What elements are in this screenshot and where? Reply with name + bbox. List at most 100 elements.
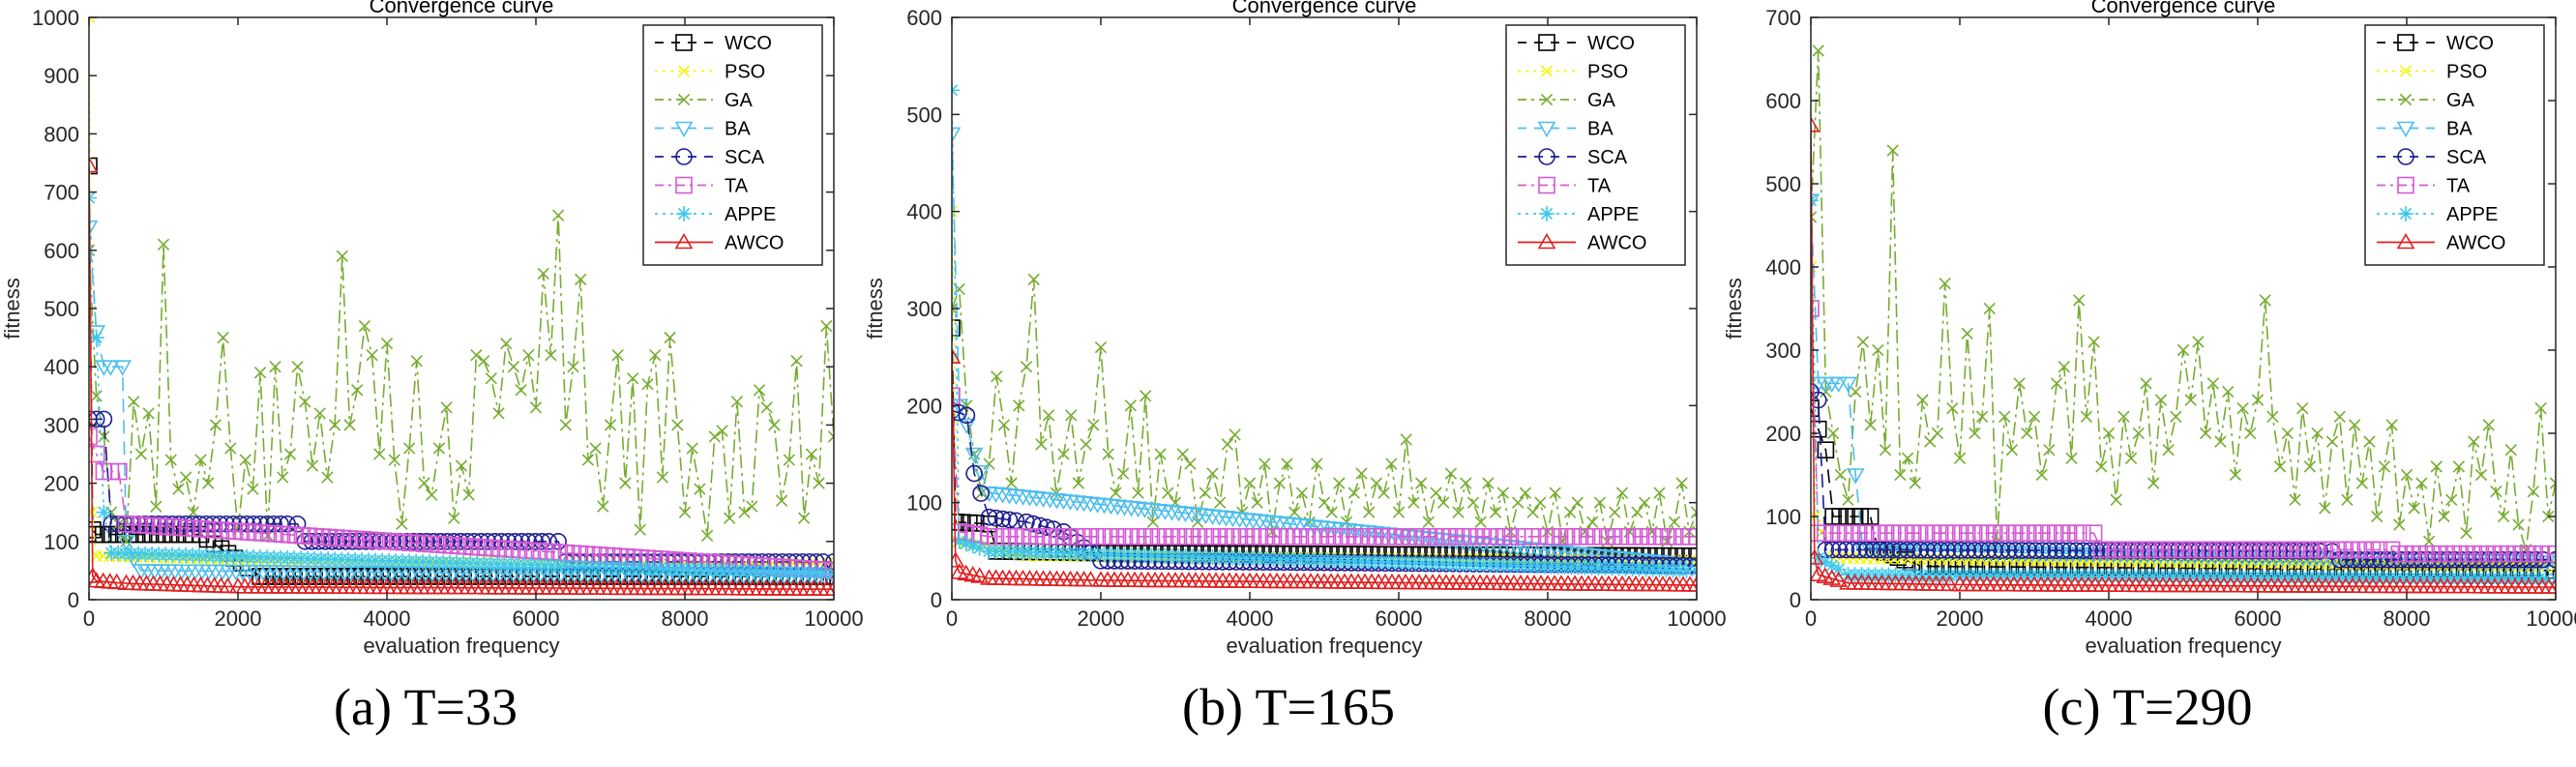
plot-area [952,82,1697,592]
data-point-ga [1999,410,2011,423]
data-point-ga [813,477,825,489]
data-point-ga [997,419,1011,431]
data-point-ga [2184,394,2197,406]
data-point-sca [2074,542,2092,560]
data-point-ba [971,464,991,482]
data-point-ga [1422,516,1435,528]
y-tick-label: 600 [906,6,942,30]
chart-b: Convergence curve 0 2000 4000 6000 8000 10000 0… [863,0,1727,658]
legend-item-ga: GA [1518,90,1616,111]
data-point-appe [1830,561,1847,577]
data-point-sca [1905,541,1923,559]
data-point-ga [2140,377,2152,390]
legend-marker-wco [2397,34,2414,51]
data-point-ga [1653,487,1666,499]
data-point-awco [89,156,99,173]
data-point-ga [2527,486,2540,498]
legend-label-pso: PSO [1587,62,1628,83]
data-point-ga [678,506,692,518]
data-point-sca [2033,542,2052,559]
data-point-ga [730,396,744,408]
data-point-sca [2027,542,2045,559]
legend-label-sca: SCA [2446,147,2487,168]
data-point-ba [2546,555,2556,572]
legend-label-sca: SCA [1587,147,1628,168]
data-point-sca [2384,550,2403,569]
series-markers-sca [1811,383,2556,569]
data-point-ga [2065,452,2078,464]
legend-label-sca: SCA [725,147,765,168]
series-line-wco [1811,407,2556,572]
data-point-awco [970,567,990,583]
legend-label-pso: PSO [725,62,765,83]
data-point-ga [589,442,602,455]
data-point-ga [1909,477,1921,489]
data-point-ba [1846,468,1865,485]
data-point-ga [462,488,475,501]
legend-item-wco: WCO [1518,33,1635,54]
legend-label-wco: WCO [2446,33,2494,54]
data-point-sca [288,515,307,533]
data-point-appe [89,330,104,346]
data-point-sca [2054,542,2072,560]
legend-marker-ba [674,121,694,138]
y-tick-label: 500 [44,297,79,321]
data-point-ga [537,267,549,280]
y-tick-label: 400 [1765,255,1801,280]
data-point-ga [1251,496,1263,509]
data-point-sca [1024,515,1042,533]
data-point-ga [1631,506,1643,518]
data-point-ga [418,477,430,489]
legend-label-ta: TA [2446,176,2471,197]
legend-item-sca: SCA [2377,147,2487,168]
data-point-ga [2482,419,2495,431]
data-point-ga [2244,427,2257,440]
data-point-ga [2534,402,2547,415]
y-tick-label: 600 [44,239,79,263]
y-tick-label: 500 [906,103,942,127]
data-point-ga [522,348,535,362]
data-point-ga [634,523,646,536]
data-point-ga [2192,336,2205,348]
x-tick-label: 6000 [2235,606,2282,631]
data-point-sca [980,508,998,526]
data-point-ga [1318,496,1331,509]
x-tick-label: 0 [83,606,95,631]
data-point-awco [1081,571,1100,587]
data-point-ga [2110,493,2122,506]
data-point-sca [1884,541,1903,559]
data-point-ga [247,483,259,495]
x-tick-label: 8000 [2384,606,2431,631]
legend-item-ba: BA [1518,119,1614,140]
data-point-ga [2117,410,2130,423]
data-point-ga [529,401,543,414]
series-markers-ga [89,209,834,547]
data-point-sca [2094,542,2113,560]
data-point-ga [1116,467,1130,480]
data-point-sca [958,406,976,425]
x-tick-label: 2000 [1937,606,1984,631]
legend-item-ta: TA [1518,176,1612,197]
data-point-ga [2147,477,2160,489]
data-point-ga [291,361,304,373]
data-point-sca [2081,542,2099,560]
data-point-sca [1972,542,1991,559]
legend-label-ba: BA [725,119,751,140]
data-point-sca [2060,542,2079,560]
data-point-ga [1638,496,1651,509]
data-point-ga [2422,535,2436,547]
data-point-ga [1489,506,1502,518]
x-tick-label: 8000 [1525,606,1572,631]
data-point-ga [90,390,103,402]
data-point-ga [649,348,662,362]
y-tick-label: 200 [906,394,942,418]
data-point-sca [1844,541,1862,559]
y-tick-label: 200 [1765,422,1801,446]
data-point-sca [1038,518,1055,537]
data-point-ga [2363,435,2376,448]
data-point-ga [551,209,565,221]
series-line-wco [89,165,834,577]
data-point-ga [2087,336,2100,348]
data-point-ga [1221,438,1234,451]
legend-marker-ba [2396,121,2415,138]
